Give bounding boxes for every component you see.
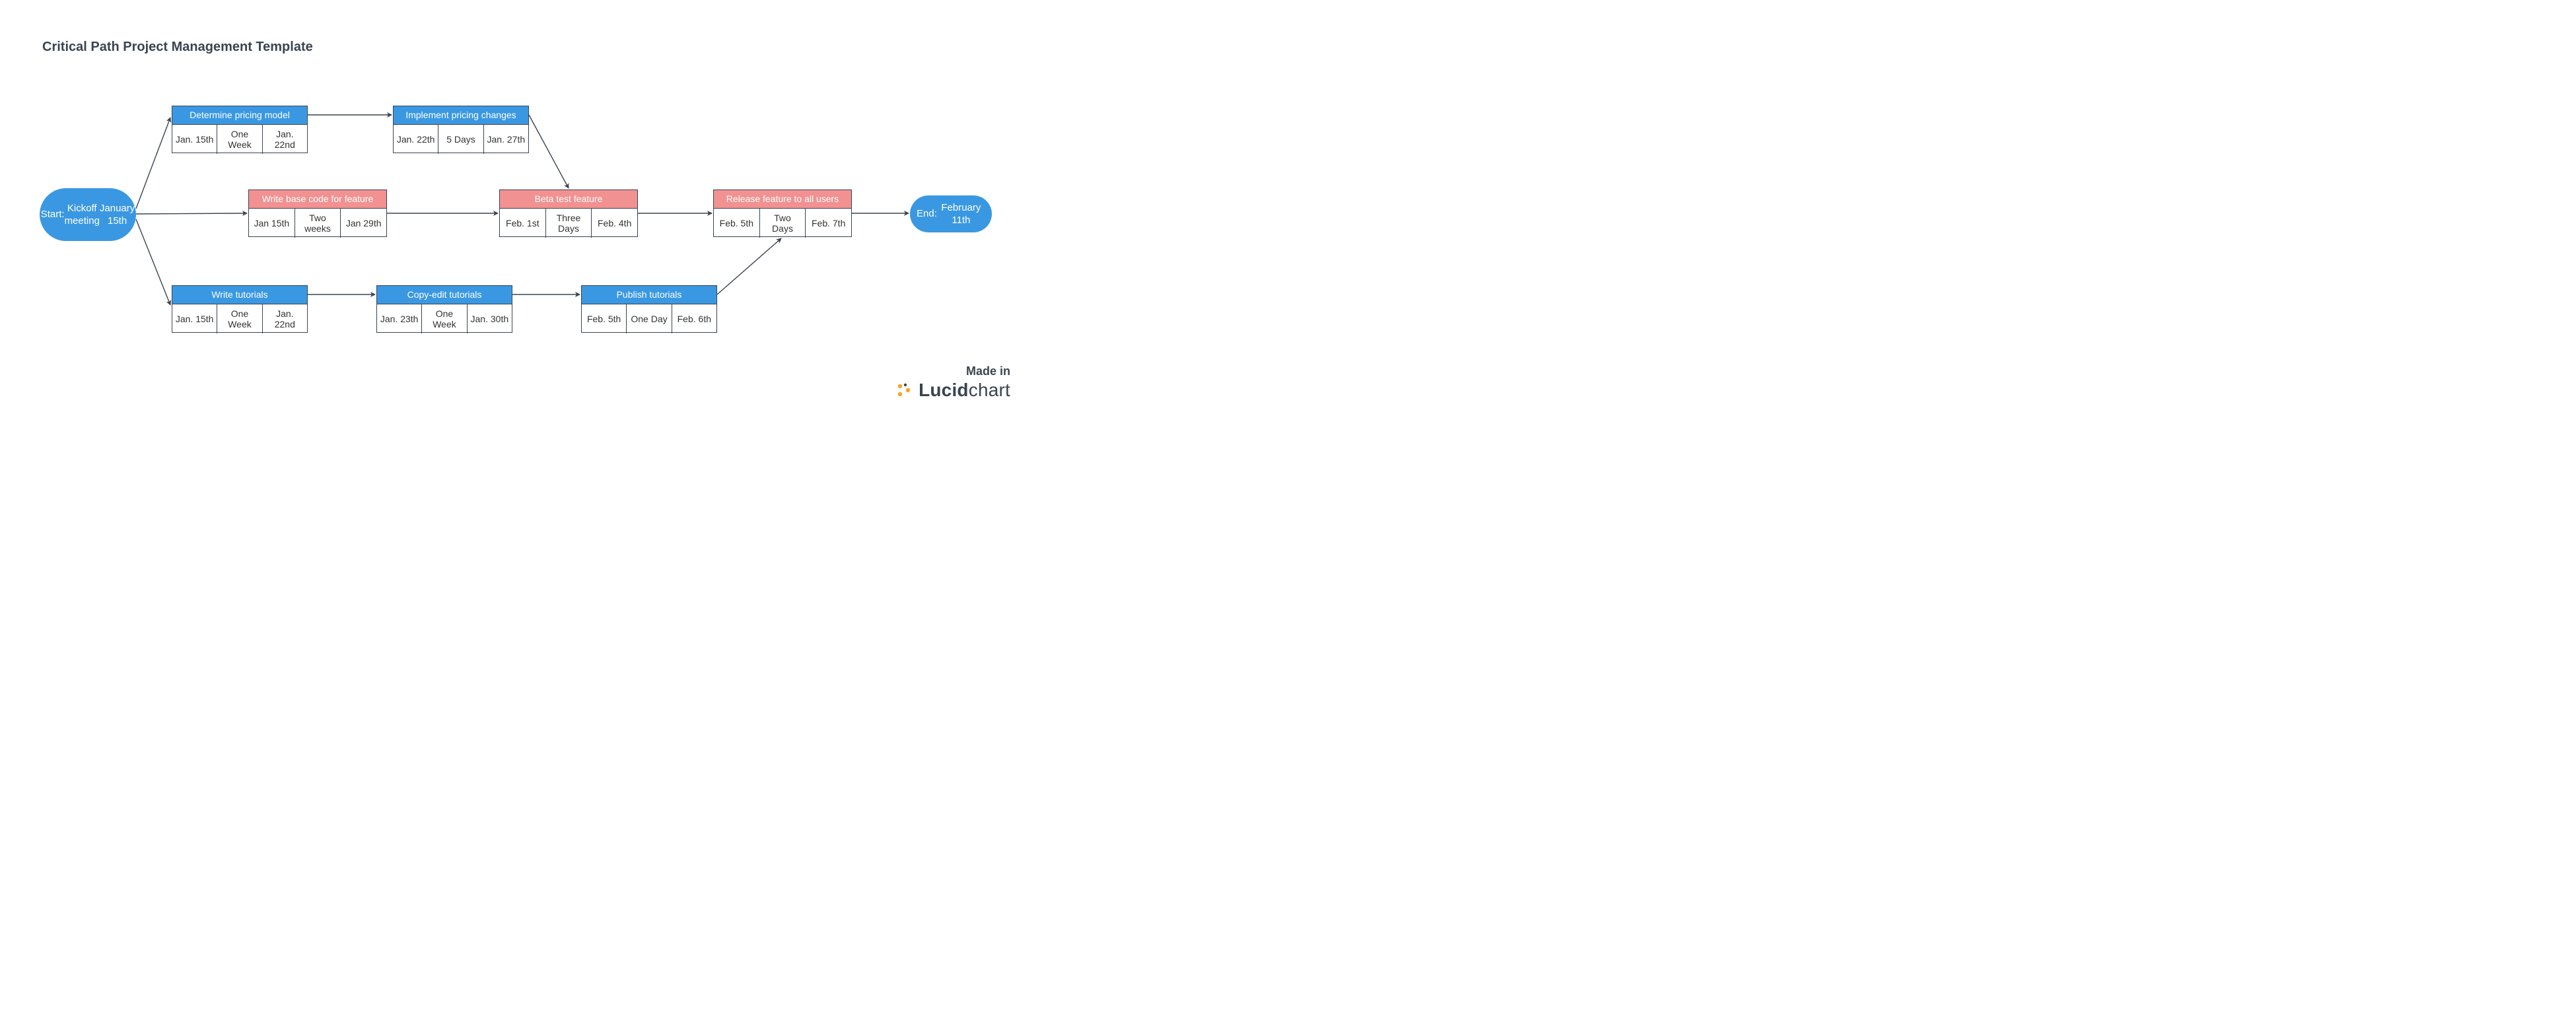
end-cell: Jan 29th — [340, 209, 386, 238]
start-terminator: Start:Kickoff meetingJanuary 15th — [40, 188, 136, 241]
task-header: Publish tutorials — [582, 286, 716, 304]
start-cell: Jan. 22th — [394, 125, 438, 154]
task-header: Copy-edit tutorials — [377, 286, 512, 304]
task-base-code: Write base code for featureJan 15thTwo w… — [248, 189, 387, 237]
duration-cell: One Week — [421, 304, 466, 333]
duration-cell: Two Days — [759, 209, 806, 238]
task-publish-tut: Publish tutorialsFeb. 5thOne DayFeb. 6th — [581, 285, 717, 333]
edge — [136, 118, 170, 209]
brand-bold: Lucid — [919, 380, 969, 400]
edge — [529, 115, 569, 188]
diagram-title: Critical Path Project Management Templat… — [42, 40, 313, 55]
task-beta-test: Beta test featureFeb. 1stThree DaysFeb. … — [499, 189, 638, 237]
duration-cell: 5 Days — [438, 125, 483, 154]
brand-logo: Lucidchart — [896, 380, 1010, 401]
diagram-canvas: Critical Path Project Management Templat… — [0, 0, 1030, 413]
duration-cell: One Week — [217, 125, 261, 154]
task-write-tut: Write tutorialsJan. 15thOne WeekJan. 22n… — [172, 285, 308, 333]
end-cell: Jan. 22nd — [262, 125, 307, 154]
task-copyedit-tut: Copy-edit tutorialsJan. 23thOne WeekJan.… — [376, 285, 512, 333]
duration-cell: One Day — [626, 304, 671, 333]
edge — [136, 213, 247, 214]
task-header: Release feature to all users — [714, 190, 851, 209]
made-in-label: Made in — [896, 364, 1010, 378]
task-header: Beta test feature — [500, 190, 637, 209]
start-cell: Jan. 15th — [172, 304, 217, 333]
task-header: Write base code for feature — [249, 190, 386, 209]
duration-cell: Two weeks — [295, 209, 341, 238]
task-header: Determine pricing model — [172, 106, 307, 125]
duration-cell: Three Days — [545, 209, 592, 238]
end-cell: Jan. 22nd — [262, 304, 307, 333]
edge — [717, 238, 781, 294]
end-terminator: End:February 11th — [910, 195, 992, 232]
end-cell: Feb. 4th — [591, 209, 637, 238]
duration-cell: One Week — [217, 304, 261, 333]
end-cell: Jan. 27th — [483, 125, 528, 154]
start-cell: Feb. 1st — [500, 209, 545, 238]
start-cell: Feb. 5th — [582, 304, 626, 333]
edge — [136, 219, 170, 305]
start-cell: Jan 15th — [249, 209, 295, 238]
task-release: Release feature to all usersFeb. 5thTwo … — [713, 189, 852, 237]
start-cell: Feb. 5th — [714, 209, 759, 238]
task-impl-pricing: Implement pricing changesJan. 22th5 Days… — [393, 106, 529, 153]
start-cell: Jan. 23th — [377, 304, 421, 333]
footer: Made in Lucidchart — [896, 364, 1010, 401]
end-cell: Jan. 30th — [467, 304, 512, 333]
task-pricing-model: Determine pricing modelJan. 15thOne Week… — [172, 106, 308, 153]
end-cell: Feb. 7th — [805, 209, 851, 238]
brand-light: chart — [969, 380, 1010, 400]
start-cell: Jan. 15th — [172, 125, 217, 154]
end-cell: Feb. 6th — [672, 304, 716, 333]
lucidchart-icon — [896, 381, 915, 399]
task-header: Implement pricing changes — [394, 106, 528, 125]
task-header: Write tutorials — [172, 286, 307, 304]
